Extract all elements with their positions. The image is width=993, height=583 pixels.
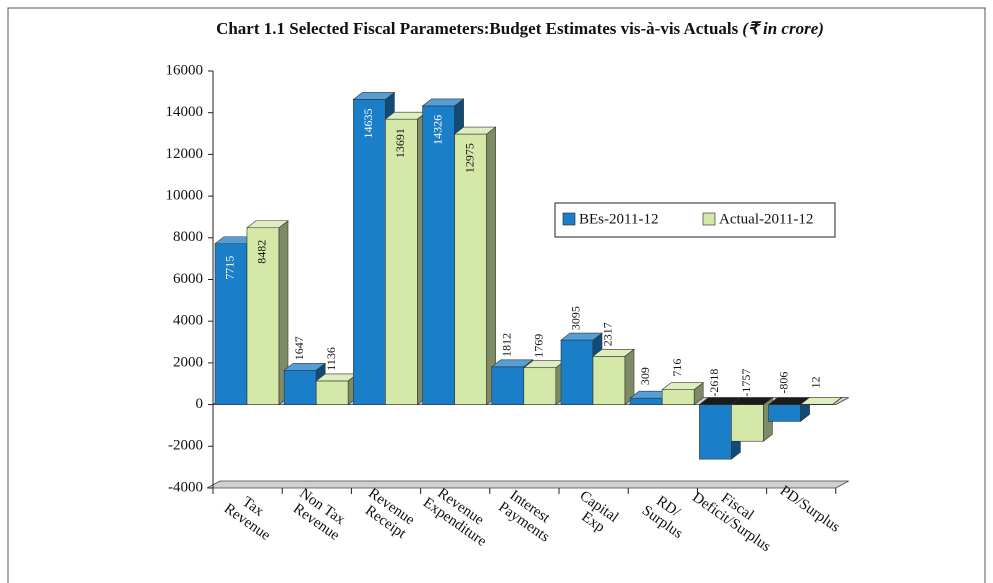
y-tick-label: 8000 — [173, 229, 203, 245]
value-label: 12 — [808, 376, 822, 388]
y-tick-label: 12000 — [166, 146, 204, 162]
bar-top — [799, 397, 843, 405]
legend-swatch — [562, 212, 576, 226]
bar-front — [422, 105, 455, 405]
bar — [453, 126, 497, 406]
legend-label: Actual-2011-12 — [719, 211, 813, 227]
bar-top — [661, 382, 705, 390]
value-label: 2317 — [601, 322, 615, 346]
value-label: 8482 — [255, 240, 269, 264]
bar-front — [491, 366, 525, 405]
bar-top — [352, 92, 396, 100]
y-tick-label: -2000 — [168, 438, 203, 454]
bar — [522, 360, 566, 406]
chart-border — [7, 7, 986, 583]
value-label: 14635 — [361, 108, 375, 138]
bar-top — [421, 98, 465, 107]
x-tick-label: TaxRevenue — [221, 488, 283, 545]
y-tick-label: 2000 — [173, 354, 203, 370]
y-tick-label: -4000 — [168, 479, 203, 495]
value-label: 1812 — [500, 333, 514, 357]
bar-top — [592, 348, 635, 357]
legend-box — [554, 202, 836, 238]
value-label: 12975 — [462, 143, 476, 173]
x-tick-label: FiscalDeficit/Surplus — [689, 477, 783, 556]
bar-top — [246, 220, 289, 229]
value-label: -2618 — [707, 369, 721, 397]
y-tick-label: 14000 — [166, 104, 204, 120]
value-label: 1769 — [532, 334, 546, 358]
title-unit: (₹ in crore) — [742, 19, 824, 38]
bar — [246, 220, 289, 406]
bar-front — [629, 397, 663, 405]
x-tick-label: CapitalExp — [567, 488, 621, 539]
bar-side — [486, 126, 496, 406]
x-tick-label: PD/Surplus — [777, 483, 843, 536]
bar-front — [385, 118, 418, 405]
x-tick-label: Non TaxRevenue — [287, 486, 352, 545]
bar-front — [731, 404, 764, 442]
bar — [315, 373, 359, 406]
bar-front — [353, 99, 386, 405]
value-label: 14326 — [430, 115, 444, 145]
x-tick-label: RevenueReceipt — [356, 486, 419, 543]
bar-top — [560, 332, 603, 341]
bar — [661, 382, 705, 406]
legend-label: BEs-2011-12 — [579, 211, 658, 227]
bar — [730, 396, 774, 442]
bar-front — [454, 133, 487, 405]
bar-front — [592, 355, 626, 405]
y-tick-label: 4000 — [173, 313, 203, 329]
value-label: 716 — [670, 359, 684, 377]
bar-front — [699, 404, 732, 460]
y-tick-label: 16000 — [166, 62, 204, 78]
bar-front — [523, 367, 557, 405]
bar-top — [283, 362, 327, 371]
value-label: -806 — [776, 372, 790, 394]
bar-top — [730, 397, 774, 405]
y-tick-label: 10000 — [166, 188, 204, 204]
value-label: -1757 — [739, 369, 753, 397]
bar-front — [768, 404, 801, 422]
y-tick-label: 0 — [196, 396, 204, 412]
value-label: 1647 — [292, 336, 306, 360]
x-tick-label: RevenueExpenditure — [420, 482, 499, 550]
chart-title: Chart 1.1 Selected Fiscal Parameters:Bud… — [216, 19, 824, 38]
value-label: 309 — [638, 367, 652, 385]
floor — [206, 480, 849, 489]
value-label: 7715 — [223, 256, 237, 280]
legend-swatch — [702, 212, 716, 226]
value-label: 3095 — [569, 306, 583, 330]
bar-front — [661, 389, 695, 405]
bar — [592, 348, 635, 406]
bar — [799, 396, 843, 406]
title-main: Chart 1.1 Selected Fiscal Parameters:Bud… — [216, 19, 739, 38]
bar-top — [453, 126, 497, 135]
value-label: 1136 — [324, 347, 338, 371]
bar — [767, 396, 811, 423]
bar — [384, 111, 428, 406]
value-label: 13691 — [393, 128, 407, 158]
bar-front — [315, 380, 349, 405]
x-tick-label: RD/Surplus — [639, 490, 695, 543]
bar-top — [490, 359, 534, 368]
x-tick-label: InterestPayments — [495, 486, 561, 546]
bar-front — [283, 369, 317, 405]
y-tick-label: 6000 — [173, 271, 203, 287]
bar-front — [214, 243, 248, 405]
legend: BEs-2011-12 Actual-2011-12 — [554, 202, 836, 238]
x-tick-label-line: PD/Surplus — [777, 483, 843, 536]
bar-front — [560, 339, 594, 405]
